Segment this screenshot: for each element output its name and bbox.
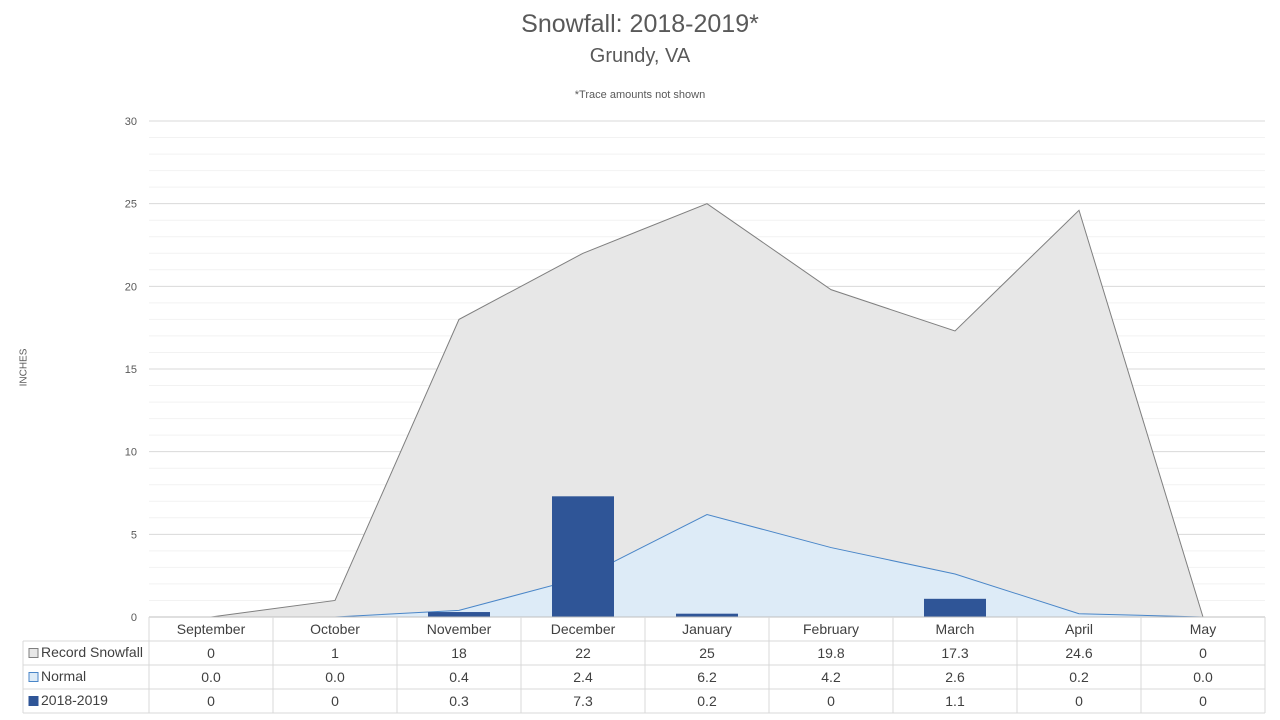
data-label-record-snowfall: 18 xyxy=(451,645,467,661)
data-label-2018-2019: 0 xyxy=(1199,693,1207,709)
data-label-normal: 4.2 xyxy=(821,669,841,685)
chart-title: Snowfall: 2018-2019* xyxy=(521,10,759,38)
chart-note: *Trace amounts not shown xyxy=(574,89,706,101)
x-tick-may: May xyxy=(1190,621,1216,637)
y-tick-label: 15 xyxy=(125,364,137,376)
data-label-normal: 6.2 xyxy=(697,669,717,685)
data-label-2018-2019: 0 xyxy=(1075,693,1083,709)
x-tick-october: October xyxy=(310,621,360,637)
legend-swatch-2018-2019 xyxy=(28,696,39,706)
data-label-normal: 2.6 xyxy=(945,669,965,685)
x-tick-february: February xyxy=(803,621,859,637)
data-label-normal: 0.2 xyxy=(1069,669,1089,685)
data-label-record-snowfall: 1 xyxy=(331,645,339,661)
data-label-normal: 0.0 xyxy=(325,669,345,685)
data-label-record-snowfall: 19.8 xyxy=(817,645,844,661)
data-label-normal: 2.4 xyxy=(573,669,593,685)
bar-december xyxy=(552,496,614,617)
y-tick-label: 5 xyxy=(131,529,137,541)
data-label-2018-2019: 0.3 xyxy=(449,693,469,709)
data-label-2018-2019: 0.2 xyxy=(697,693,717,709)
y-tick-label: 0 xyxy=(131,612,137,624)
data-label-2018-2019: 7.3 xyxy=(573,693,593,709)
bar-march xyxy=(924,598,986,617)
area-normal xyxy=(211,514,1203,617)
line-record-snowfall xyxy=(210,203,1204,618)
bar-january xyxy=(676,613,738,617)
area-record-snowfall xyxy=(211,203,1203,617)
y-tick-label: 30 xyxy=(125,116,137,128)
data-label-record-snowfall: 0 xyxy=(1199,645,1207,661)
line-normal xyxy=(211,513,1204,618)
data-label-normal: 0.0 xyxy=(1193,669,1213,685)
data-label-record-snowfall: 0 xyxy=(207,645,215,661)
data-label-normal: 0.4 xyxy=(449,669,469,685)
data-label-normal: 0.0 xyxy=(201,669,221,685)
data-label-2018-2019: 0 xyxy=(207,693,215,709)
legend-2018-2019: 2018-2019 xyxy=(41,692,108,708)
data-label-record-snowfall: 24.6 xyxy=(1065,645,1092,661)
legend-swatch-record-snowfall xyxy=(28,648,39,658)
data-label-2018-2019: 0 xyxy=(331,693,339,709)
x-tick-september: September xyxy=(177,621,246,637)
y-tick-label: 20 xyxy=(125,281,137,293)
x-tick-december: December xyxy=(551,621,616,637)
x-tick-april: April xyxy=(1065,621,1093,637)
x-tick-march: March xyxy=(936,621,975,637)
legend-normal: Normal xyxy=(41,668,86,684)
data-label-record-snowfall: 25 xyxy=(699,645,715,661)
y-tick-label: 10 xyxy=(125,447,137,459)
data-label-2018-2019: 1.1 xyxy=(945,693,965,709)
legend-record-snowfall: Record Snowfall xyxy=(41,644,143,660)
y-tick-label: 25 xyxy=(125,199,137,211)
bar-november xyxy=(428,612,490,617)
data-label-record-snowfall: 22 xyxy=(575,645,591,661)
x-tick-january: January xyxy=(682,621,732,637)
data-label-2018-2019: 0 xyxy=(827,693,835,709)
x-tick-november: November xyxy=(427,621,492,637)
chart-subtitle: Grundy, VA xyxy=(589,45,691,67)
legend-swatch-normal xyxy=(28,672,39,682)
data-label-record-snowfall: 17.3 xyxy=(941,645,968,661)
